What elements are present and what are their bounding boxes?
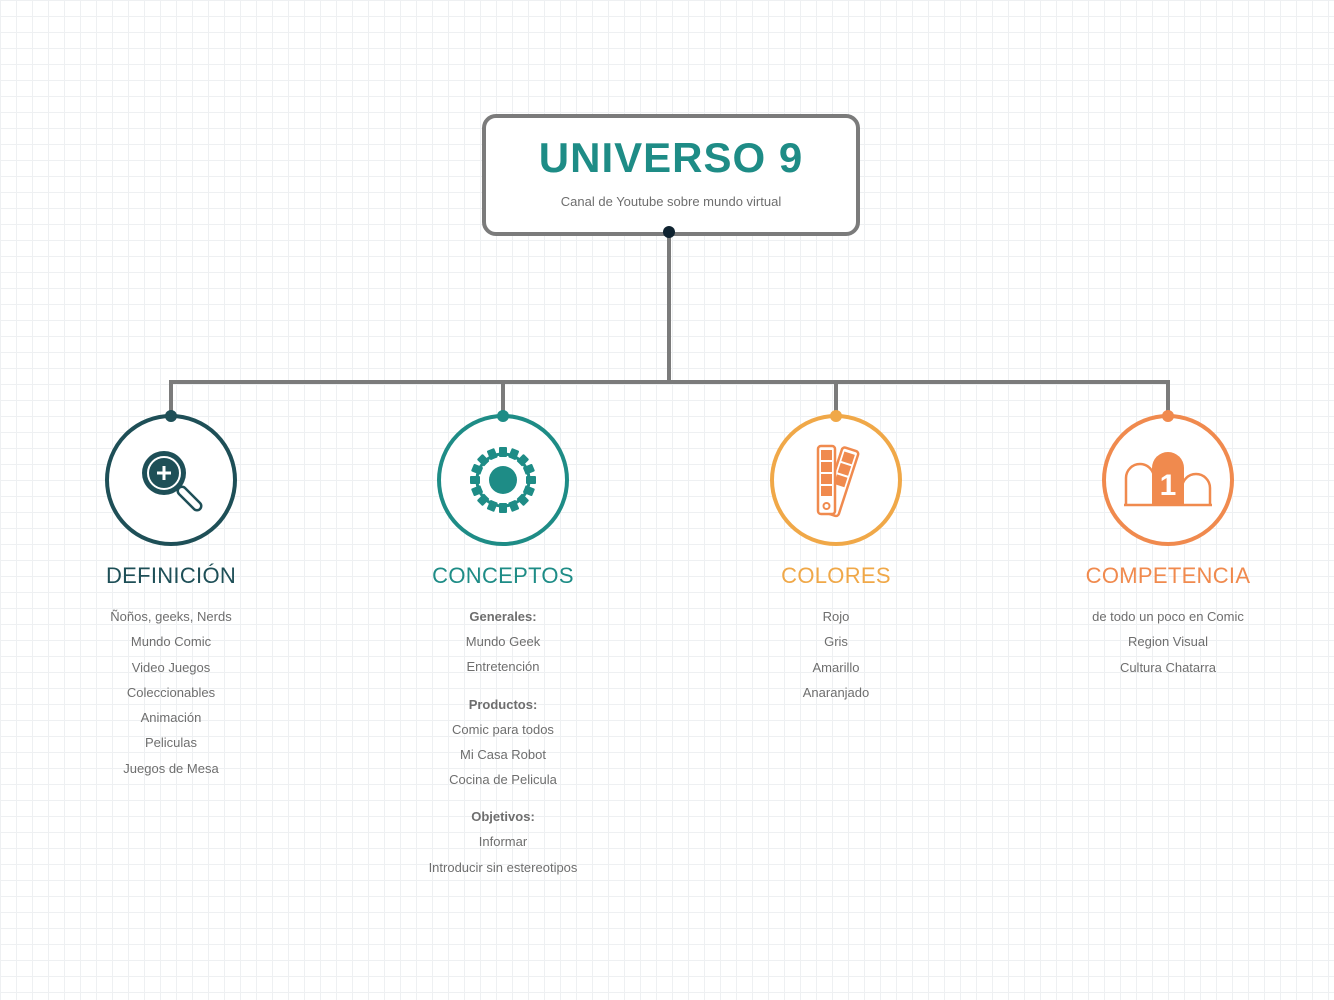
list-item: Rojo: [822, 609, 850, 624]
list-item: Anaranjado: [802, 684, 870, 700]
list-item: Video Juegos: [131, 659, 211, 675]
list-item: Cultura Chatarra: [1119, 659, 1217, 675]
list-item: Ñoños, geeks, Nerds: [110, 609, 232, 624]
conceptos-items: Generales: Mundo Geek Entretención Produ…: [353, 604, 653, 880]
branch-competencia[interactable]: 1 COMPETENCIA de todo un poco en Comic R…: [1018, 414, 1318, 680]
competencia-icon-ring: 1: [1102, 414, 1234, 546]
list-item: Coleccionables: [126, 684, 216, 700]
color-swatch-icon: [816, 444, 860, 518]
list-item: Mi Casa Robot: [460, 746, 546, 762]
list-item: de todo un poco en Comic: [1092, 609, 1244, 624]
list-item: Region Visual: [1128, 634, 1208, 650]
branch-definicion[interactable]: DEFINICIÓN Ñoños, geeks, Nerds Mundo Com…: [21, 414, 321, 781]
definicion-icon-ring: [105, 414, 237, 546]
list-item: Cocina de Pelicula: [449, 772, 557, 788]
gear-icon: [470, 447, 536, 513]
list-item: Mundo Geek: [465, 634, 541, 649]
list-item: Amarillo: [812, 659, 860, 675]
list-item: Gris: [824, 634, 848, 650]
competencia-title: COMPETENCIA: [1085, 563, 1251, 588]
magnifier-plus-icon: [142, 451, 203, 512]
competencia-items: de todo un poco en Comic Region Visual C…: [1018, 604, 1318, 680]
podium-label: 1: [1160, 469, 1177, 502]
group-heading: Productos:: [468, 696, 538, 712]
root-title: UNIVERSO 9: [538, 134, 804, 181]
branch-conceptos[interactable]: CONCEPTOS Generales: Mundo Geek Entreten…: [353, 414, 653, 892]
list-item: Peliculas: [144, 735, 198, 751]
conceptos-group-objetivos: Objetivos: Informar Introducir sin ester…: [353, 804, 653, 880]
podium-icon: 1: [1124, 452, 1212, 507]
root-node[interactable]: UNIVERSO 9 Canal de Youtube sobre mundo …: [482, 114, 860, 236]
branch-colores[interactable]: COLORES Rojo Gris Amarillo Anaranjado: [686, 414, 986, 705]
colores-icon-ring: [770, 414, 902, 546]
conceptos-title: CONCEPTOS: [432, 563, 574, 588]
list-item: Juegos de Mesa: [123, 760, 219, 776]
definicion-items: Ñoños, geeks, Nerds Mundo Comic Video Ju…: [21, 604, 321, 781]
definicion-title: DEFINICIÓN: [105, 563, 237, 588]
colores-title: COLORES: [781, 563, 891, 588]
conceptos-group-generales: Generales: Mundo Geek Entretención: [353, 604, 653, 680]
group-heading: Generales:: [469, 609, 537, 624]
list-item: Comic para todos: [452, 721, 554, 737]
list-item: Introducir sin estereotipos: [428, 859, 578, 875]
list-item: Informar: [478, 834, 528, 850]
list-item: Mundo Comic: [130, 634, 212, 650]
list-item: Animación: [140, 710, 202, 726]
conceptos-icon-ring: [437, 414, 569, 546]
list-item: Entretención: [466, 659, 540, 675]
colores-items: Rojo Gris Amarillo Anaranjado: [686, 604, 986, 705]
root-subtitle: Canal de Youtube sobre mundo virtual: [560, 194, 782, 209]
conceptos-group-productos: Productos: Comic para todos Mi Casa Robo…: [353, 692, 653, 793]
group-heading: Objetivos:: [471, 809, 535, 825]
